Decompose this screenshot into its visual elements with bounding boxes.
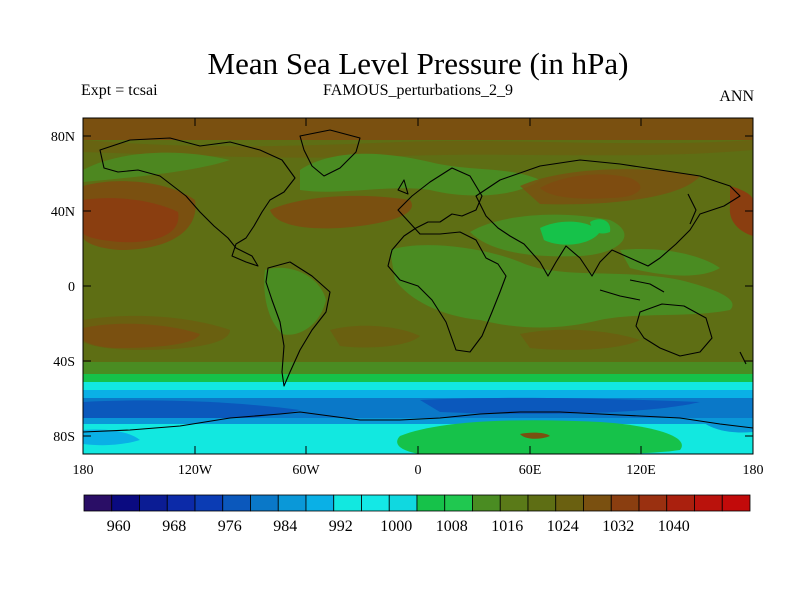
lon-tick-label: 180 [743, 463, 764, 478]
colorbar-label: 960 [107, 518, 131, 535]
colorbar-swatch [194, 494, 224, 512]
colorbar-swatch [250, 494, 279, 512]
colorbar-label: 1008 [436, 518, 468, 535]
colorbar-swatch [694, 494, 723, 512]
coastlines [83, 129, 753, 433]
colorbar-swatch [388, 494, 418, 512]
colorbar-label: 992 [329, 518, 353, 535]
colorbar-swatch [666, 494, 695, 512]
axis-ticks [83, 118, 753, 454]
lat-tick-label: 40S [53, 355, 75, 370]
lon-tick-label: 120E [626, 463, 656, 478]
colorbar-swatch [277, 494, 307, 512]
lon-tick-label: 60E [519, 463, 542, 478]
colorbar-swatch [333, 494, 362, 512]
dataset-label: FAMOUS_perturbations_2_9 [323, 82, 513, 99]
experiment-label: Expt = tcsai [81, 82, 158, 99]
lat-tick-label: 0 [68, 280, 75, 295]
colorbar-label: 984 [273, 518, 297, 535]
lon-tick-label: 180 [73, 463, 94, 478]
colorbar-swatch [583, 494, 612, 512]
colorbar-swatch [361, 494, 390, 512]
lon-tick-label: 0 [415, 463, 422, 478]
lon-tick-label: 60W [292, 463, 320, 478]
colorbar-swatch [638, 494, 668, 512]
colorbar-swatch [499, 494, 529, 512]
colorbar-swatch [444, 494, 473, 512]
colorbar-label: 1016 [491, 518, 523, 535]
colorbar-swatch [555, 494, 584, 512]
colorbar-label: 1040 [658, 518, 690, 535]
colorbar-label: 1000 [380, 518, 412, 535]
colorbar-swatch [721, 494, 751, 512]
colorbar [83, 494, 751, 512]
lat-tick-label: 40N [51, 205, 75, 220]
colorbar-swatch [472, 494, 501, 512]
colorbar-swatch [111, 494, 140, 512]
lon-tick-label: 120W [178, 463, 213, 478]
colorbar-swatch [610, 494, 640, 512]
pressure-field [83, 118, 753, 454]
colorbar-label: 976 [218, 518, 242, 535]
season-label: ANN [719, 88, 754, 105]
lat-tick-label: 80S [53, 430, 75, 445]
colorbar-label: 968 [162, 518, 186, 535]
colorbar-swatch [166, 494, 196, 512]
lat-tick-label: 80N [51, 130, 75, 145]
colorbar-swatch [416, 494, 446, 512]
colorbar-swatch [139, 494, 168, 512]
colorbar-label: 1032 [602, 518, 634, 535]
plot-title: Mean Sea Level Pressure (in hPa) [207, 46, 629, 81]
colorbar-swatch [222, 494, 251, 512]
colorbar-swatch [83, 494, 113, 512]
colorbar-swatch [305, 494, 335, 512]
colorbar-label: 1024 [547, 518, 579, 535]
colorbar-labels: 960 968 976 984 992 1000 1008 1016 1024 1032 1040 [107, 518, 690, 535]
colorbar-swatch [527, 494, 557, 512]
